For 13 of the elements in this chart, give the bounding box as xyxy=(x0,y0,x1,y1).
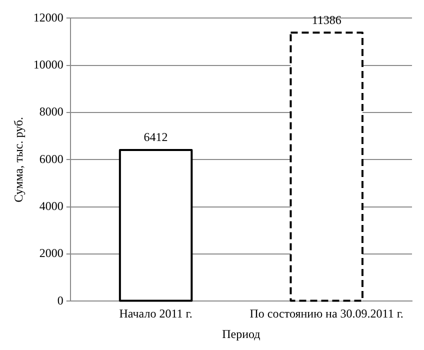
x-tick-label: По состоянию на 30.09.2011 г. xyxy=(250,306,404,321)
data-label: 11386 xyxy=(312,12,342,27)
y-tick-label: 0 xyxy=(57,293,64,308)
y-tick-label: 12000 xyxy=(33,10,64,24)
y-tick-label: 10000 xyxy=(33,58,64,72)
y-tick-label: 8000 xyxy=(39,104,64,119)
y-tick-label: 4000 xyxy=(39,199,64,214)
data-label: 6412 xyxy=(144,130,168,144)
x-tick-label: Начало 2011 г. xyxy=(119,306,192,321)
y-axis-title: Сумма, тыс. руб. xyxy=(11,116,26,202)
x-axis-title: Период xyxy=(222,326,260,341)
y-tick-label: 6000 xyxy=(39,152,64,166)
y-tick-label: 2000 xyxy=(39,246,64,260)
